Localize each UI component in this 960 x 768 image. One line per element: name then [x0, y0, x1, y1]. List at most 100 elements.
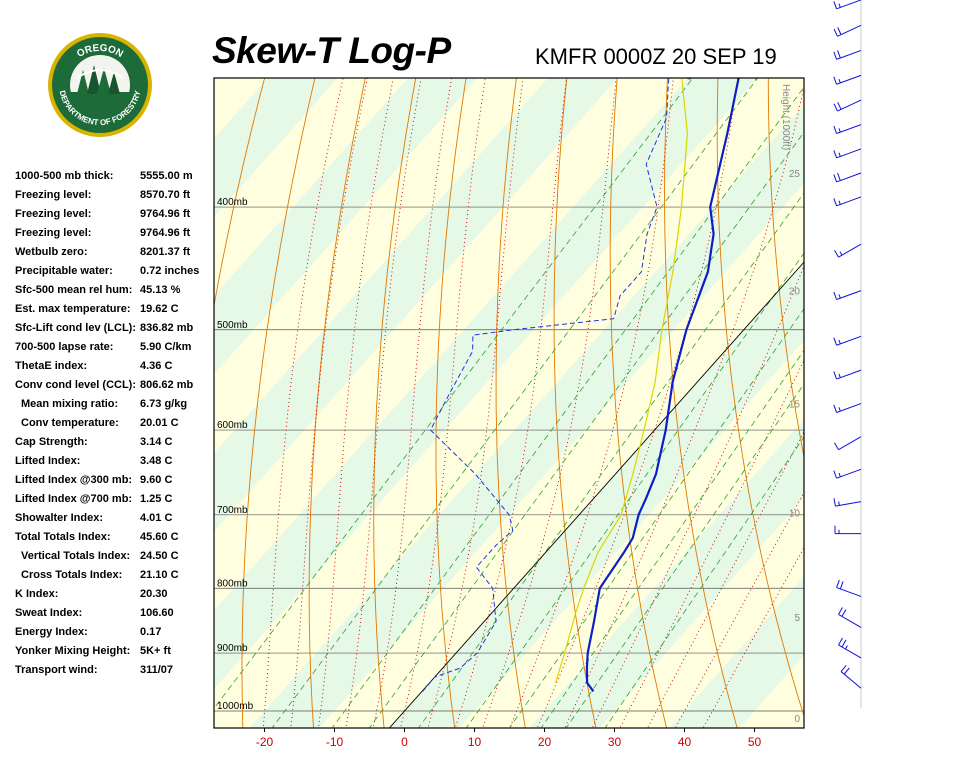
x-tick-label: 10: [468, 735, 482, 749]
index-label: Lifted Index @300 mb:: [15, 474, 133, 486]
wind-barb-feather: [833, 498, 836, 507]
index-value: 5.90 C/km: [140, 341, 192, 353]
isotherm-band: [529, 419, 804, 728]
parcel-profile-line: [555, 78, 689, 683]
wind-barb-feather: [833, 337, 838, 346]
pressure-label: 500mb: [217, 320, 248, 331]
station-time-label: KMFR 0000Z 20 SEP 19: [535, 44, 777, 69]
wind-barb-half-feather: [838, 294, 841, 299]
wind-barb-feather: [837, 50, 841, 59]
oregon-forestry-logo: OREGON DEPARTMENT OF FORESTRY: [48, 33, 152, 137]
wind-barb: [833, 148, 862, 159]
wind-barb-feather: [838, 637, 843, 646]
wind-barb: [833, 99, 862, 112]
index-value: 311/07: [140, 664, 174, 676]
index-label: Sweat Index:: [15, 607, 83, 619]
wind-barb: [833, 403, 862, 413]
wind-barb-feather: [843, 667, 850, 675]
index-label: Freezing level:: [15, 189, 92, 201]
index-row: Wetbulb zero: 8201.37 ft: [15, 243, 215, 262]
x-tick-label: 20: [538, 735, 552, 749]
mixing-ratio-label: 5: [877, 71, 890, 82]
wind-barb-feather: [833, 103, 838, 112]
index-label: Cross Totals Index:: [21, 569, 123, 581]
dry-adiabat: [913, 0, 960, 738]
index-value: 9764.96 ft: [140, 227, 191, 239]
index-value: 20.01 C: [140, 417, 179, 429]
index-label: Wetbulb zero:: [15, 246, 88, 258]
wind-barb-feather: [836, 579, 840, 588]
moist-adiabat: [427, 78, 524, 728]
height-tick-label: 15: [789, 400, 801, 411]
pressure-label: 400mb: [217, 197, 248, 208]
index-row: Freezing level: 9764.96 ft: [15, 224, 215, 243]
wind-barb-staff: [838, 613, 862, 628]
wind-barb-feather: [837, 27, 842, 35]
dry-adiabat: [241, 78, 316, 728]
index-value: 9764.96 ft: [140, 208, 191, 220]
index-label: Conv temperature:: [21, 417, 119, 429]
wind-barb: [833, 468, 862, 479]
wind-barb-feather: [840, 665, 847, 672]
dry-adiabat: [767, 78, 804, 460]
index-row: Lifted Index @300 mb: 9.60 C: [15, 471, 215, 490]
mixing-ratio-label: 0.4: [682, 63, 700, 82]
moist-adiabat: [647, 430, 804, 728]
index-value: 836.82 mb: [140, 322, 194, 334]
index-label: Vertical Totals Index:: [21, 550, 131, 562]
index-label: K Index:: [15, 588, 59, 600]
wind-barb-feather: [833, 1, 838, 9]
index-label: Yonker Mixing Height:: [15, 645, 131, 657]
index-row: ThetaE index: 4.36 C: [15, 357, 215, 376]
wind-barb: [838, 637, 862, 659]
isotherm-band: [739, 655, 804, 728]
index-value: 4.01 C: [140, 512, 173, 524]
dry-adiabat: [716, 78, 804, 718]
dry-adiabat: [435, 78, 467, 728]
isotherm-band: [599, 498, 804, 728]
wind-barb-feather: [833, 470, 838, 479]
index-label: Conv cond level (CCL):: [15, 379, 137, 391]
wind-barb-feather: [841, 639, 847, 648]
index-label: 1000-500 mb thick:: [15, 170, 114, 182]
wind-barb: [833, 290, 862, 300]
wind-barb-staff: [838, 644, 862, 659]
index-value: 45.13 %: [140, 284, 181, 296]
wind-barb-feather: [841, 609, 847, 617]
logo-text-top: OREGON: [75, 43, 125, 60]
zero-isotherm-line: [388, 261, 804, 728]
mixing-ratio-label: 8: [918, 71, 931, 82]
index-row: Precipitable water: 0.72 inches: [15, 262, 215, 281]
wind-barb-staff: [840, 671, 862, 689]
dry-adiabat: [553, 78, 597, 728]
index-label: Freezing level:: [15, 227, 92, 239]
isotherm-band: [459, 340, 804, 728]
wind-barb-half-feather: [844, 645, 848, 650]
height-tick-label: 25: [789, 169, 801, 180]
mixing-ratio-line: [331, 86, 804, 728]
dry-adiabat: [308, 78, 366, 728]
wind-barb-staff: [836, 0, 862, 10]
pressure-label: 600mb: [217, 420, 248, 431]
index-value: 0.17: [140, 626, 162, 638]
wind-barb-half-feather: [838, 373, 841, 378]
index-label: Cap Strength:: [15, 436, 88, 448]
x-tick-label: -10: [326, 735, 344, 749]
wind-barb-half-feather: [838, 339, 841, 345]
x-tick-label: 50: [748, 735, 762, 749]
wind-barb: [833, 172, 862, 183]
index-value: 19.62 C: [140, 303, 179, 315]
wind-barb-feather: [833, 76, 838, 85]
index-row: Freezing level: 9764.96 ft: [15, 205, 215, 224]
x-tick-label: -20: [256, 735, 274, 749]
index-row: Est. max temperature: 19.62 C: [15, 300, 215, 319]
index-row: Total Totals Index: 45.60 C: [15, 528, 215, 547]
index-value: 20.30: [140, 588, 168, 600]
isotherm-band: [214, 78, 804, 728]
wind-barb-staff: [836, 290, 862, 300]
wind-barb-staff: [836, 74, 862, 85]
index-row: 1000-500 mb thick: 5555.00 m: [15, 167, 215, 186]
index-value: 24.50 C: [140, 550, 179, 562]
wind-barb: [838, 607, 862, 628]
